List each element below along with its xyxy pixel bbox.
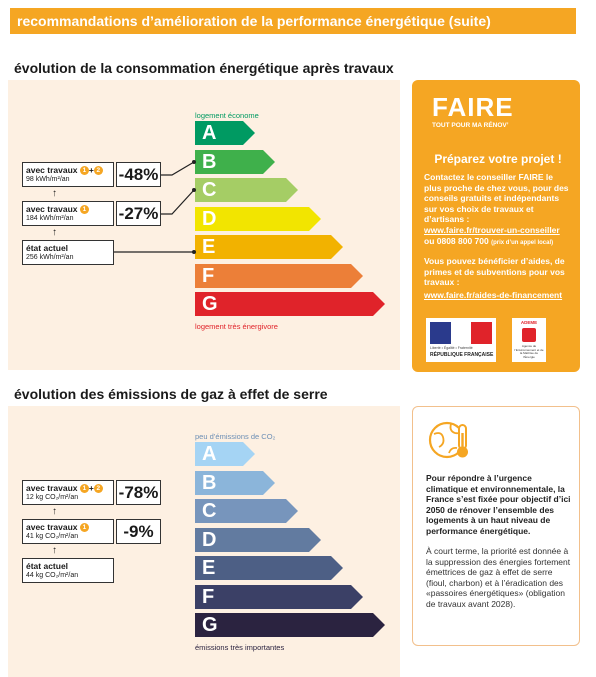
ghg-class-bar-g: G xyxy=(195,613,385,637)
faire-link-financement[interactable]: www.faire.fr/aides-de-financement xyxy=(424,290,563,300)
ghg-class-letter: D xyxy=(202,528,217,551)
ghg-class-bar-b: B xyxy=(195,470,275,495)
energy-class-letter: G xyxy=(202,293,218,315)
energy-class-bar-f: F xyxy=(195,263,363,288)
energy-scenario-full-works: avec travaux 1 +2 98 kWh/m²/an xyxy=(22,162,114,187)
ghg-class-letter: A xyxy=(202,443,217,465)
badge-1: 1 xyxy=(79,523,89,532)
badge-2: 2 xyxy=(93,484,103,493)
ghg-class-bar-d: D xyxy=(195,527,321,552)
ghg-class-bar-e: E xyxy=(195,556,343,580)
energy-class-bar-e: E xyxy=(195,235,343,259)
faire-link-conseiller[interactable]: www.faire.fr/trouver-un-conseiller xyxy=(424,225,560,235)
energy-class-bar-d: D xyxy=(195,206,321,231)
ghg-class-letter: B xyxy=(202,471,217,494)
energy-connector-dot-e xyxy=(192,250,196,254)
faire-phone[interactable]: ou 0808 800 700 xyxy=(424,236,489,246)
ghg-reduction-full: -78% xyxy=(116,480,161,505)
climate-info-box: Pour répondre à l’urgence climatique et … xyxy=(412,406,580,646)
scenario-label: état actuel xyxy=(26,561,69,571)
ghg-class-bar-c: C xyxy=(195,499,298,523)
scenario-value: 12 kg CO₂/m²/an xyxy=(26,494,79,501)
ademe-emblem-icon xyxy=(522,328,536,342)
arrow-up-icon: ↑ xyxy=(52,188,57,199)
energy-class-letter: C xyxy=(202,179,217,201)
ghg-class-letter: G xyxy=(202,614,218,636)
climate-paragraph-1: Pour répondre à l’urgence climatique et … xyxy=(426,473,571,536)
ghg-class-letter: E xyxy=(202,557,216,579)
scenario-label: état actuel xyxy=(26,243,69,253)
rf-label: RÉPUBLIQUE FRANÇAISE xyxy=(430,352,494,358)
faire-info-box: FAIRE TOUT POUR MA RÉNOV’ Préparez votre… xyxy=(412,80,580,372)
scenario-label: avec travaux xyxy=(26,522,78,532)
faire-heading: Préparez votre projet ! xyxy=(434,152,562,166)
scenario-label: avec travaux xyxy=(26,165,78,175)
arrow-up-icon: ↑ xyxy=(52,227,57,238)
energy-top-label: logement économe xyxy=(195,111,259,120)
french-flag-icon xyxy=(430,322,493,344)
energy-bottom-label: logement très énergivore xyxy=(195,322,278,331)
ghg-scenario-current: état actuel 44 kg CO₂/m²/an xyxy=(22,558,114,583)
scenario-value: 98 kWh/m²/an xyxy=(26,176,70,183)
energy-class-bar-g: G xyxy=(195,292,385,316)
ghg-scenario-partial-works: avec travaux 1 41 kg CO₂/m²/an xyxy=(22,519,114,544)
energy-class-letter: B xyxy=(202,150,217,173)
energy-connector-full xyxy=(161,161,195,176)
energy-class-letter: E xyxy=(202,236,216,258)
faire-aid-text: Vous pouvez bénéficier d’aides, de prime… xyxy=(424,256,565,287)
arrow-up-icon: ↑ xyxy=(52,506,57,517)
ghg-scenario-full-works: avec travaux 1 +2 12 kg CO₂/m²/an xyxy=(22,480,114,505)
scenario-value: 44 kg CO₂/m²/an xyxy=(26,572,79,579)
energy-scenario-current: état actuel 256 kWh/m²/an xyxy=(22,240,114,265)
ghg-reduction-partial: -9% xyxy=(116,519,161,544)
badge-1: 1 xyxy=(79,166,89,175)
scenario-label: avec travaux xyxy=(26,204,78,214)
republique-francaise-logo: Liberté • Égalité • Fraternité RÉPUBLIQU… xyxy=(426,318,496,362)
ademe-logo: ADEME Agence de l’Environnement et de la… xyxy=(512,318,546,362)
energy-class-bar-c: C xyxy=(195,178,298,202)
ghg-bottom-label: émissions très importantes xyxy=(195,643,285,652)
page-banner: recommandations d’amélioration de la per… xyxy=(10,8,576,34)
energy-connector-partial xyxy=(161,189,195,215)
energy-class-letter: A xyxy=(202,122,217,144)
energy-connector-dot-b xyxy=(192,160,196,164)
badge-2: 2 xyxy=(93,166,103,175)
energy-class-bar-b: B xyxy=(195,149,275,174)
energy-reduction-partial: -27% xyxy=(116,201,161,226)
badge-1: 1 xyxy=(79,205,89,214)
rf-motto: Liberté • Égalité • Fraternité xyxy=(430,346,473,350)
globe-thermometer-icon xyxy=(428,421,468,459)
scenario-value: 41 kg CO₂/m²/an xyxy=(26,533,79,540)
energy-class-letter: F xyxy=(202,264,215,287)
faire-logo: FAIRE xyxy=(432,92,514,122)
badge-1: 1 xyxy=(79,484,89,493)
scenario-value: 184 kWh/m²/an xyxy=(26,215,74,222)
ademe-subtitle: Agence de l’Environnement et de la Maîtr… xyxy=(514,344,544,359)
ademe-name: ADEME xyxy=(520,320,538,325)
climate-paragraph-2: À court terme, la priorité est donnée à … xyxy=(426,546,571,609)
energy-class-bar-a: A xyxy=(195,121,255,145)
scenario-label: avec travaux xyxy=(26,483,78,493)
faire-phone-note: (prix d’un appel local) xyxy=(491,240,554,246)
scenario-value: 256 kWh/m²/an xyxy=(26,254,74,261)
arrow-up-icon: ↑ xyxy=(52,545,57,556)
faire-contact-text: Contactez le conseiller FAIRE le plus pr… xyxy=(424,172,569,224)
ghg-class-letter: F xyxy=(202,585,215,608)
energy-scenario-partial-works: avec travaux 1 184 kWh/m²/an xyxy=(22,201,114,226)
ghg-class-letter: C xyxy=(202,500,217,522)
energy-connector-dot-c xyxy=(192,188,196,192)
energy-reduction-full: -48% xyxy=(116,162,161,187)
faire-tagline: TOUT POUR MA RÉNOV’ xyxy=(432,122,509,129)
ghg-class-bar-f: F xyxy=(195,584,363,609)
ghg-class-bar-a: A xyxy=(195,442,255,466)
ghg-section-title: évolution des émissions de gaz à effet d… xyxy=(14,386,328,402)
energy-class-letter: D xyxy=(202,207,217,230)
energy-section-title: évolution de la consommation énergétique… xyxy=(14,60,394,76)
ghg-top-label: peu d’émissions de CO₂ xyxy=(195,432,276,441)
